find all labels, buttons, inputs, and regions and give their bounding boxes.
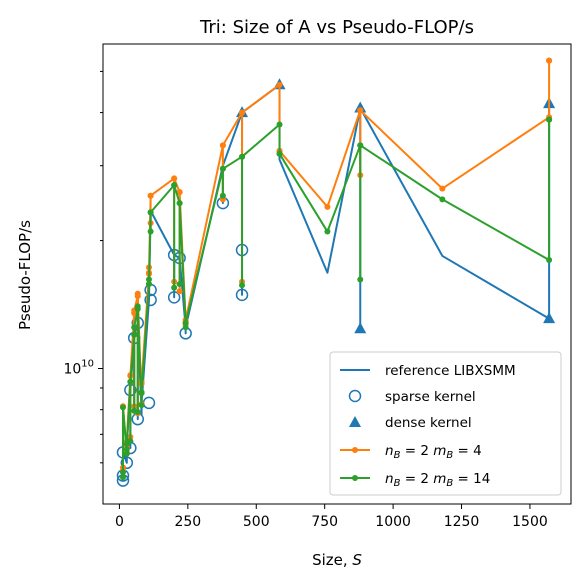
- x-tick-label: 500: [243, 514, 270, 530]
- legend-swatch-dense: [349, 416, 361, 427]
- data-point-nb2mb14: [439, 196, 446, 203]
- legend-box: [329, 351, 562, 496]
- data-point-nb2mb4: [357, 107, 364, 114]
- data-point-nb2mb14: [176, 200, 183, 207]
- data-point-nb2mb14: [239, 282, 246, 289]
- data-point-nb2mb14: [138, 389, 145, 396]
- legend-label-sparse: sparse kernel: [385, 389, 476, 405]
- data-point-dense: [354, 101, 367, 113]
- series-nb2mb14: [119, 116, 553, 481]
- data-point-nb2mb14: [546, 256, 553, 263]
- legend-nb2mb4-n: n: [385, 443, 394, 459]
- data-point-nb2mb4: [176, 189, 183, 196]
- legend-swatch-sparse: [348, 389, 362, 403]
- data-point-dense: [354, 322, 367, 334]
- data-point-nb2mb14: [324, 228, 331, 235]
- data-point-nb2mb14: [127, 378, 134, 385]
- data-point-nb2mb14: [123, 450, 130, 457]
- data-point-nb2mb4: [546, 57, 553, 64]
- data-point-nb2mb14: [145, 281, 152, 288]
- legend-nb2mb14-m: m: [433, 471, 446, 487]
- data-point-nb2mb14: [131, 324, 138, 331]
- legend-nb2mb14-neq: = 2: [400, 471, 433, 487]
- data-point-nb2mb14: [171, 284, 178, 291]
- data-point-nb2mb14: [119, 404, 126, 411]
- x-tick-label: 250: [174, 514, 201, 530]
- legend-swatch-nb2mb14-marker: [352, 475, 358, 481]
- data-point-nb2mb4: [324, 203, 331, 210]
- data-point-nb2mb4: [439, 185, 446, 192]
- data-point-nb2mb14: [219, 192, 226, 199]
- data-point-nb2mb4: [134, 290, 141, 297]
- legend-nb2mb4-m: m: [433, 443, 446, 459]
- series-line-nb2mb14: [121, 119, 551, 479]
- legend-label-nb2mb4: nB = 2 mB = 4: [385, 443, 482, 461]
- y-axis-label: Pseudo-FLOP/s: [16, 220, 34, 330]
- data-point-nb2mb14: [276, 150, 283, 157]
- data-point-nb2mb14: [171, 182, 178, 189]
- data-point-nb2mb4: [276, 81, 283, 88]
- data-point-nb2mb4: [147, 192, 154, 199]
- data-point-nb2mb14: [357, 142, 364, 149]
- data-point-nb2mb14: [176, 281, 183, 288]
- data-point-nb2mb14: [182, 324, 189, 331]
- data-point-nb2mb4: [219, 142, 226, 149]
- data-point-sparse: [120, 456, 134, 470]
- data-point-nb2mb14: [134, 409, 141, 416]
- data-point-nb2mb14: [138, 402, 145, 409]
- x-tick-label: 1500: [512, 514, 548, 530]
- data-point-nb2mb14: [276, 121, 283, 128]
- legend-nb2mb4-neq: = 2: [400, 443, 433, 459]
- x-axis: 0 250 500 750 1000 1250 1500: [115, 504, 548, 530]
- x-tick-label: 750: [311, 514, 338, 530]
- plot-frame: [102, 43, 572, 505]
- legend-nb2mb14-meq: = 14: [453, 471, 490, 487]
- legend-label-nb2mb14: nB = 2 mB = 14: [385, 471, 490, 489]
- data-point-nb2mb4: [176, 288, 183, 295]
- legend-swatch-nb2mb4-marker: [352, 447, 358, 453]
- data-point-dense: [543, 312, 556, 324]
- x-tick-label: 1250: [444, 514, 480, 530]
- data-point-sparse: [144, 293, 157, 307]
- data-point-nb2mb14: [546, 116, 553, 123]
- data-point-sparse: [167, 291, 181, 304]
- legend-label-dense: dense kernel: [385, 415, 472, 431]
- legend-nb2mb4-nsub: B: [394, 450, 401, 461]
- data-point-nb2mb14: [134, 303, 141, 310]
- legend-nb2mb14-msub: B: [446, 478, 453, 489]
- data-point-nb2mb14: [147, 228, 154, 235]
- legend-nb2mb4-meq: = 4: [453, 443, 481, 459]
- data-point-nb2mb14: [145, 276, 152, 283]
- x-axis-label-text: Size,: [312, 551, 352, 569]
- data-point-nb2mb4: [171, 175, 178, 182]
- y-axis: 1010: [63, 70, 103, 464]
- data-point-sparse: [235, 288, 249, 302]
- data-point-nb2mb14: [182, 319, 189, 326]
- legend-nb2mb4-msub: B: [446, 450, 453, 461]
- data-point-nb2mb14: [131, 331, 138, 338]
- data-point-nb2mb14: [119, 469, 126, 476]
- x-axis-label: Size, S: [312, 551, 362, 569]
- data-point-nb2mb14: [119, 474, 126, 481]
- legend-nb2mb14-n: n: [385, 471, 394, 487]
- data-point-nb2mb14: [127, 438, 134, 445]
- chart-title: Tri: Size of A vs Pseudo-FLOP/s: [199, 17, 474, 38]
- data-point-nb2mb4: [239, 109, 246, 116]
- x-tick-label: 0: [115, 514, 124, 530]
- y-tick-label: 1010: [63, 359, 94, 378]
- legend-label-reference: reference LIBXSMM: [385, 363, 516, 379]
- data-point-nb2mb14: [357, 276, 364, 283]
- legend: reference LIBXSMM sparse kernel dense ke…: [329, 351, 562, 496]
- x-axis-label-symbol: S: [352, 551, 362, 569]
- data-point-nb2mb14: [219, 165, 226, 172]
- data-point-nb2mb14: [147, 209, 154, 216]
- data-point-nb2mb14: [123, 446, 130, 453]
- data-point-nb2mb14: [239, 153, 246, 160]
- series-layer: [116, 57, 556, 487]
- legend-nb2mb14-nsub: B: [394, 478, 401, 489]
- x-tick-label: 1000: [375, 514, 411, 530]
